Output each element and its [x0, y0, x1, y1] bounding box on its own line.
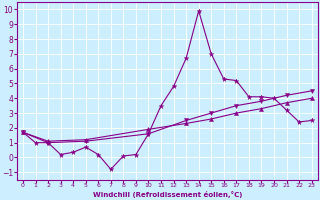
X-axis label: Windchill (Refroidissement éolien,°C): Windchill (Refroidissement éolien,°C): [92, 191, 242, 198]
